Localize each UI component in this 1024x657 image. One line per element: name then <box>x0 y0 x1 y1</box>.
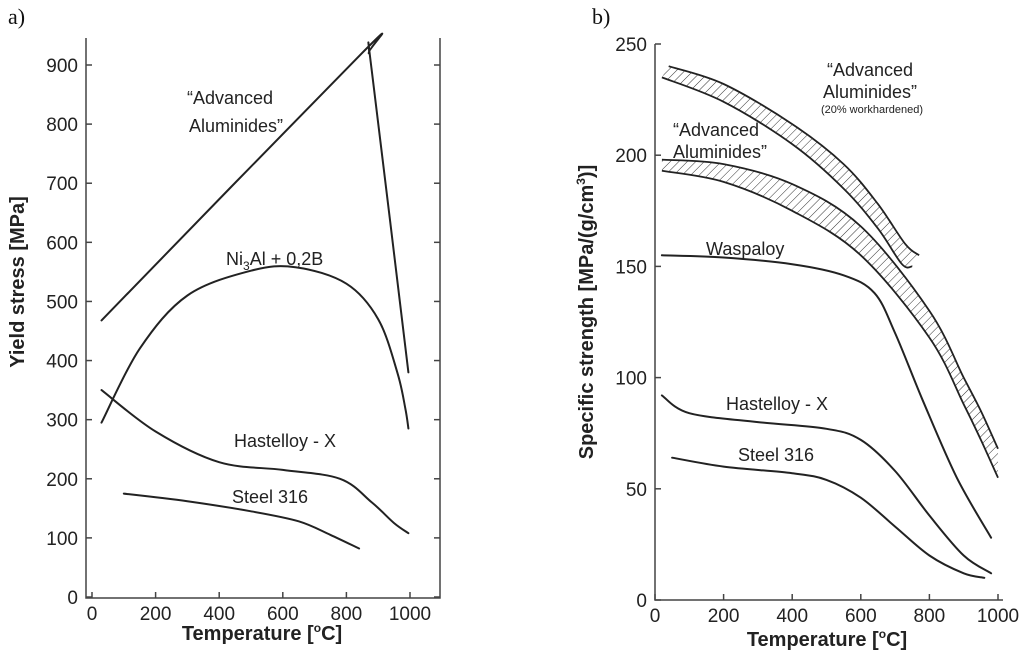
chart-b-x-axis-title-unit: C] <box>886 629 907 651</box>
chart-a-label-advanced-line1: “Advanced <box>187 88 273 108</box>
chart-a-y-tick-label: 400 <box>46 352 78 373</box>
chart-a-series-hastelloy-x <box>100 389 410 535</box>
chart-b-series-waspaloy <box>660 254 993 539</box>
chart-a-label-advanced-line2: Aluminides” <box>189 116 283 136</box>
chart-a-x-tick-label: 1000 <box>389 604 431 625</box>
chart-a-x-axis-title-unit: C] <box>321 623 342 645</box>
chart-b-label-hastelloy: Hastelloy - X <box>726 394 828 414</box>
chart-b-y-tick-label: 50 <box>626 480 647 501</box>
chart-b-y-axis-title: Specific strength [MPa/(g/cm3)] <box>574 165 598 460</box>
chart-a: a) 0 200 400 600 800 1000 0 100 200 300 400 500 600… <box>7 4 441 645</box>
chart-b-x-tick-label: 0 <box>650 606 661 627</box>
panel-a-label: a) <box>8 4 25 29</box>
chart-b-x-tick-label: 800 <box>914 606 946 627</box>
chart-a-plot-frame <box>85 38 441 599</box>
chart-a-y-tick-label: 0 <box>67 588 78 609</box>
chart-b-band-advanced-aluminides-upper <box>661 158 999 450</box>
chart-a-x-ticks: 0 200 400 600 800 1000 <box>87 592 431 625</box>
chart-b-x-tick-label: 1000 <box>977 606 1019 627</box>
chart-b-y-tick-label: 100 <box>615 369 647 390</box>
chart-a-label-ni3al-sub: 3 <box>243 259 250 273</box>
chart-b-y-tick-label: 150 <box>615 257 647 278</box>
chart-b-band-advanced-aluminides-fill <box>661 159 998 478</box>
chart-b-label-waspaloy: Waspaloy <box>706 239 784 259</box>
chart-a-y-tick-label: 600 <box>46 233 78 254</box>
chart-a-x-axis-title-degree: o <box>314 621 321 635</box>
chart-b-series-steel-316 <box>671 456 986 579</box>
chart-b-series-hastelloy-x <box>660 394 993 575</box>
chart-b-band-advanced-aluminides-20-workhardened-upper <box>668 65 920 257</box>
chart-a-y-tick-label: 500 <box>46 292 78 313</box>
chart-a-series-steel-316 <box>122 492 361 550</box>
chart-b-y-tick-label: 200 <box>615 146 647 167</box>
chart-b-y-axis-title-main: Specific strength [MPa/(g/cm <box>576 185 598 460</box>
chart-a-series-advanced-aluminides <box>100 32 410 374</box>
chart-b-label-advanced-line2: Aluminides” <box>673 142 767 162</box>
chart-a-label-ni3al-main: Ni <box>226 249 243 269</box>
chart-b-band-advanced-aluminides-lower <box>661 169 999 479</box>
chart-b-x-tick-label: 600 <box>845 606 877 627</box>
chart-a-x-tick-label: 200 <box>140 604 172 625</box>
chart-a-x-tick-label: 0 <box>87 604 98 625</box>
chart-b-y-tick-label: 250 <box>615 35 647 56</box>
chart-b-x-tick-label: 200 <box>708 606 740 627</box>
chart-a-y-axis-title: Yield stress [MPa] <box>7 196 29 368</box>
chart-b: b) 0 200 400 600 800 1000 0 50 100 150 200 250 “Ad… <box>574 4 1019 651</box>
chart-a-y-tick-label: 800 <box>46 115 78 136</box>
chart-b-x-axis-title: Temperature [oC] <box>747 627 907 651</box>
chart-b-label-workhardened-note: (20% workhardened) <box>821 104 923 116</box>
chart-a-label-ni3al-rest: Al + 0,2B <box>250 249 324 269</box>
chart-b-x-tick-label: 400 <box>776 606 808 627</box>
chart-b-y-axis-title-sup: 3 <box>574 178 588 185</box>
chart-b-label-advanced-line1: “Advanced <box>673 120 759 140</box>
chart-b-label-steel316: Steel 316 <box>738 445 814 465</box>
panel-b-label: b) <box>592 4 610 29</box>
chart-a-y-tick-label: 200 <box>46 470 78 491</box>
chart-b-band-advanced-aluminides-20-workhardened-lower <box>661 76 913 269</box>
chart-a-x-axis-title: Temperature [oC] <box>182 621 342 645</box>
chart-a-y-tick-label: 700 <box>46 174 78 195</box>
chart-b-y-tick-label: 0 <box>636 591 647 612</box>
chart-a-y-tick-label: 100 <box>46 529 78 550</box>
chart-a-y-tick-label: 900 <box>46 56 78 77</box>
chart-b-x-axis-title-main: Temperature [ <box>747 629 879 651</box>
chart-b-curves <box>660 254 993 579</box>
chart-a-y-tick-label: 300 <box>46 411 78 432</box>
chart-a-label-steel316: Steel 316 <box>232 487 308 507</box>
chart-b-bands <box>661 65 999 479</box>
chart-b-label-workhardened-line2: Aluminides” <box>823 82 917 102</box>
chart-a-series-ni3al-0-2b <box>100 265 410 430</box>
chart-b-y-ticks: 0 50 100 150 200 250 <box>615 35 661 612</box>
chart-a-label-ni3al: Ni3Al + 0,2B <box>226 249 323 273</box>
chart-b-label-workhardened-line1: “Advanced <box>827 60 913 80</box>
chart-a-x-tick-label: 400 <box>203 604 235 625</box>
chart-a-x-tick-label: 800 <box>331 604 363 625</box>
chart-a-x-tick-label: 600 <box>267 604 299 625</box>
chart-a-label-hastelloy: Hastelloy - X <box>234 431 336 451</box>
chart-b-y-axis-title-end: )] <box>576 165 598 178</box>
chart-a-curves <box>100 32 410 550</box>
chart-a-x-axis-title-main: Temperature [ <box>182 623 314 645</box>
chart-b-x-ticks: 0 200 400 600 800 1000 <box>650 594 1019 627</box>
chart-b-x-axis-title-degree: o <box>879 627 886 641</box>
chart-a-y-ticks: 0 100 200 300 400 500 600 700 800 900 <box>46 56 440 609</box>
